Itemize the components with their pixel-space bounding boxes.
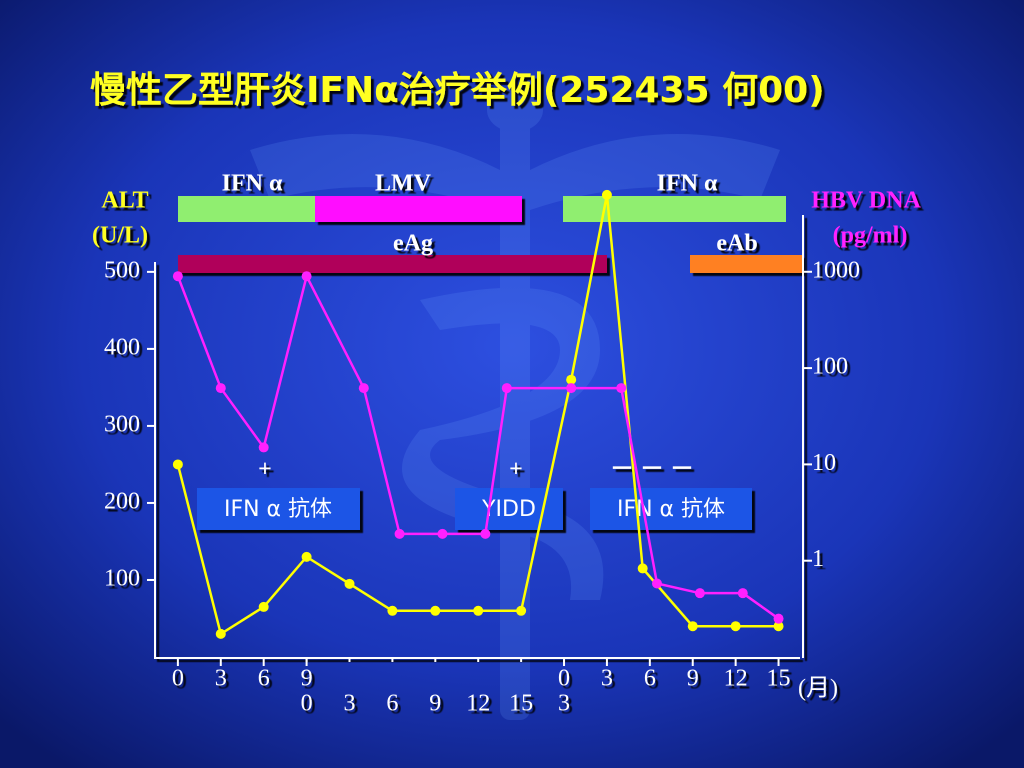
data-point — [215, 383, 226, 394]
data-point — [566, 383, 577, 394]
x-tick-label: 3 — [601, 666, 613, 692]
data-point — [566, 374, 577, 385]
y2-axis-label: (pg/ml) — [833, 223, 908, 249]
data-point — [258, 442, 269, 453]
x-tick-label: 15 — [509, 691, 533, 717]
data-point — [730, 621, 741, 632]
data-point — [394, 528, 405, 539]
data-point — [437, 528, 448, 539]
x-tick-label: 15 — [767, 666, 791, 692]
data-point — [773, 613, 784, 624]
data-point — [344, 578, 355, 589]
data-point — [737, 588, 748, 599]
y2-tick-label: 1000 — [812, 257, 860, 283]
chart-title: 慢性乙型肝炎IFNα治疗举例(252435 何00) — [90, 70, 825, 111]
annotation: IFN α 抗体 — [617, 497, 725, 522]
x-tick-label: 0 — [301, 691, 313, 717]
data-point — [773, 621, 784, 632]
data-point — [430, 605, 441, 616]
data-point — [172, 271, 183, 282]
data-point — [258, 601, 269, 612]
x-tick-label: 12 — [724, 666, 748, 692]
x-tick-label: 9 — [429, 691, 441, 717]
bar-label: eAg — [393, 231, 433, 257]
data-point — [215, 628, 226, 639]
annotation: + — [509, 457, 523, 483]
annotation: IFN α 抗体 — [224, 497, 332, 522]
data-point — [501, 383, 512, 394]
x-tick-label: 3 — [344, 691, 356, 717]
x-tick-label: 3 — [215, 666, 227, 692]
data-point — [387, 605, 398, 616]
lmv-bar — [315, 196, 522, 222]
data-point — [473, 605, 484, 616]
annotation-box — [197, 488, 360, 530]
y2-tick-label: 10 — [812, 450, 836, 476]
data-point — [301, 551, 312, 562]
y-tick-label: 100 — [104, 565, 140, 591]
y-tick-label: 200 — [104, 488, 140, 514]
x-tick-label: 0 — [558, 666, 570, 692]
x-tick-label: 12 — [466, 691, 490, 717]
x-tick-label: 9 — [301, 666, 313, 692]
data-point — [651, 578, 662, 589]
annotation-box — [590, 488, 752, 530]
data-point — [480, 528, 491, 539]
bar-label: IFN α — [657, 171, 718, 197]
eag-bar — [178, 255, 607, 273]
data-point — [601, 189, 612, 200]
data-point — [637, 563, 648, 574]
y-tick-label: 400 — [104, 334, 140, 360]
data-point — [687, 621, 698, 632]
y2-tick-label: 100 — [812, 354, 848, 380]
x-tick-label: 0 — [172, 666, 184, 692]
data-point — [516, 605, 527, 616]
ifn-bar — [563, 196, 786, 222]
x-tick-label: 3 — [558, 691, 570, 717]
annotation: － － － — [610, 457, 694, 483]
data-point — [616, 383, 627, 394]
x-unit: (月) — [798, 676, 838, 702]
x-tick-label: 6 — [258, 666, 270, 692]
y-tick-label: 500 — [104, 257, 140, 283]
x-tick-label: 9 — [687, 666, 699, 692]
data-point — [694, 588, 705, 599]
data-point — [172, 459, 183, 470]
x-tick-label: 6 — [644, 666, 656, 692]
data-point — [358, 383, 369, 394]
eab-bar — [690, 255, 802, 273]
ifn-bar — [178, 196, 315, 222]
y-axis-label: ALT — [101, 188, 148, 214]
y-axis-label: (U/L) — [92, 223, 148, 249]
bar-label: IFN α — [222, 171, 283, 197]
y2-tick-label: 1 — [812, 546, 824, 572]
bar-label: LMV — [375, 171, 432, 197]
annotation: + — [258, 457, 272, 483]
y2-axis-label: HBV DNA — [811, 188, 921, 214]
y-tick-label: 300 — [104, 411, 140, 437]
bar-label: eAb — [716, 231, 757, 257]
x-tick-label: 6 — [386, 691, 398, 717]
data-point — [301, 271, 312, 282]
